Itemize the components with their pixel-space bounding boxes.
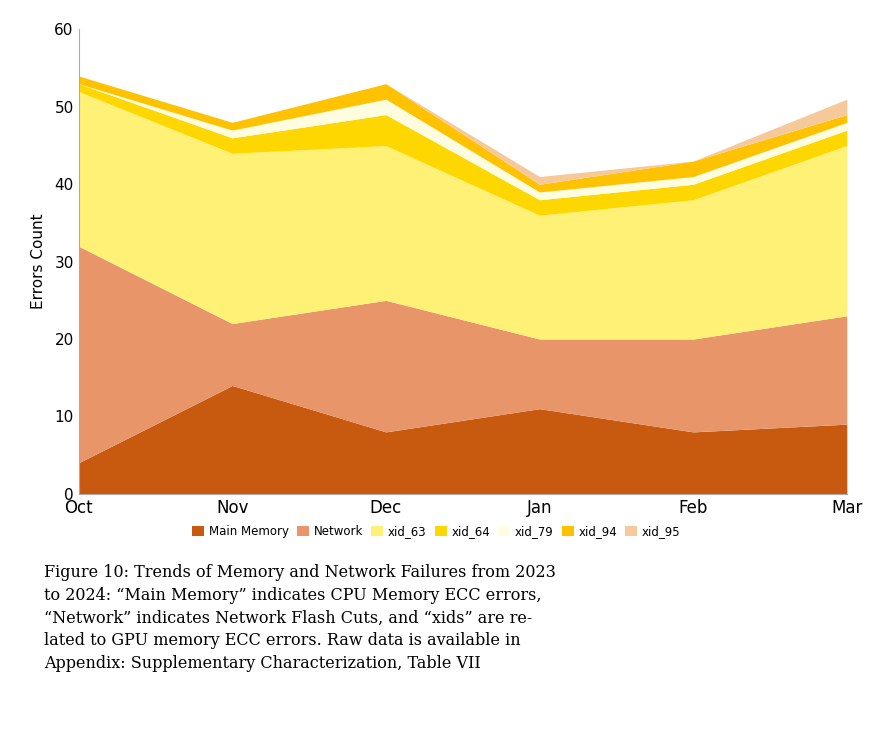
Legend: Main Memory, Network, xid_63, xid_64, xid_79, xid_94, xid_95: Main Memory, Network, xid_63, xid_64, xi… [188, 521, 685, 543]
Y-axis label: Errors Count: Errors Count [31, 214, 46, 310]
Text: Figure 10: Trends of Memory and Network Failures from 2023
to 2024: “Main Memory: Figure 10: Trends of Memory and Network … [44, 564, 555, 672]
